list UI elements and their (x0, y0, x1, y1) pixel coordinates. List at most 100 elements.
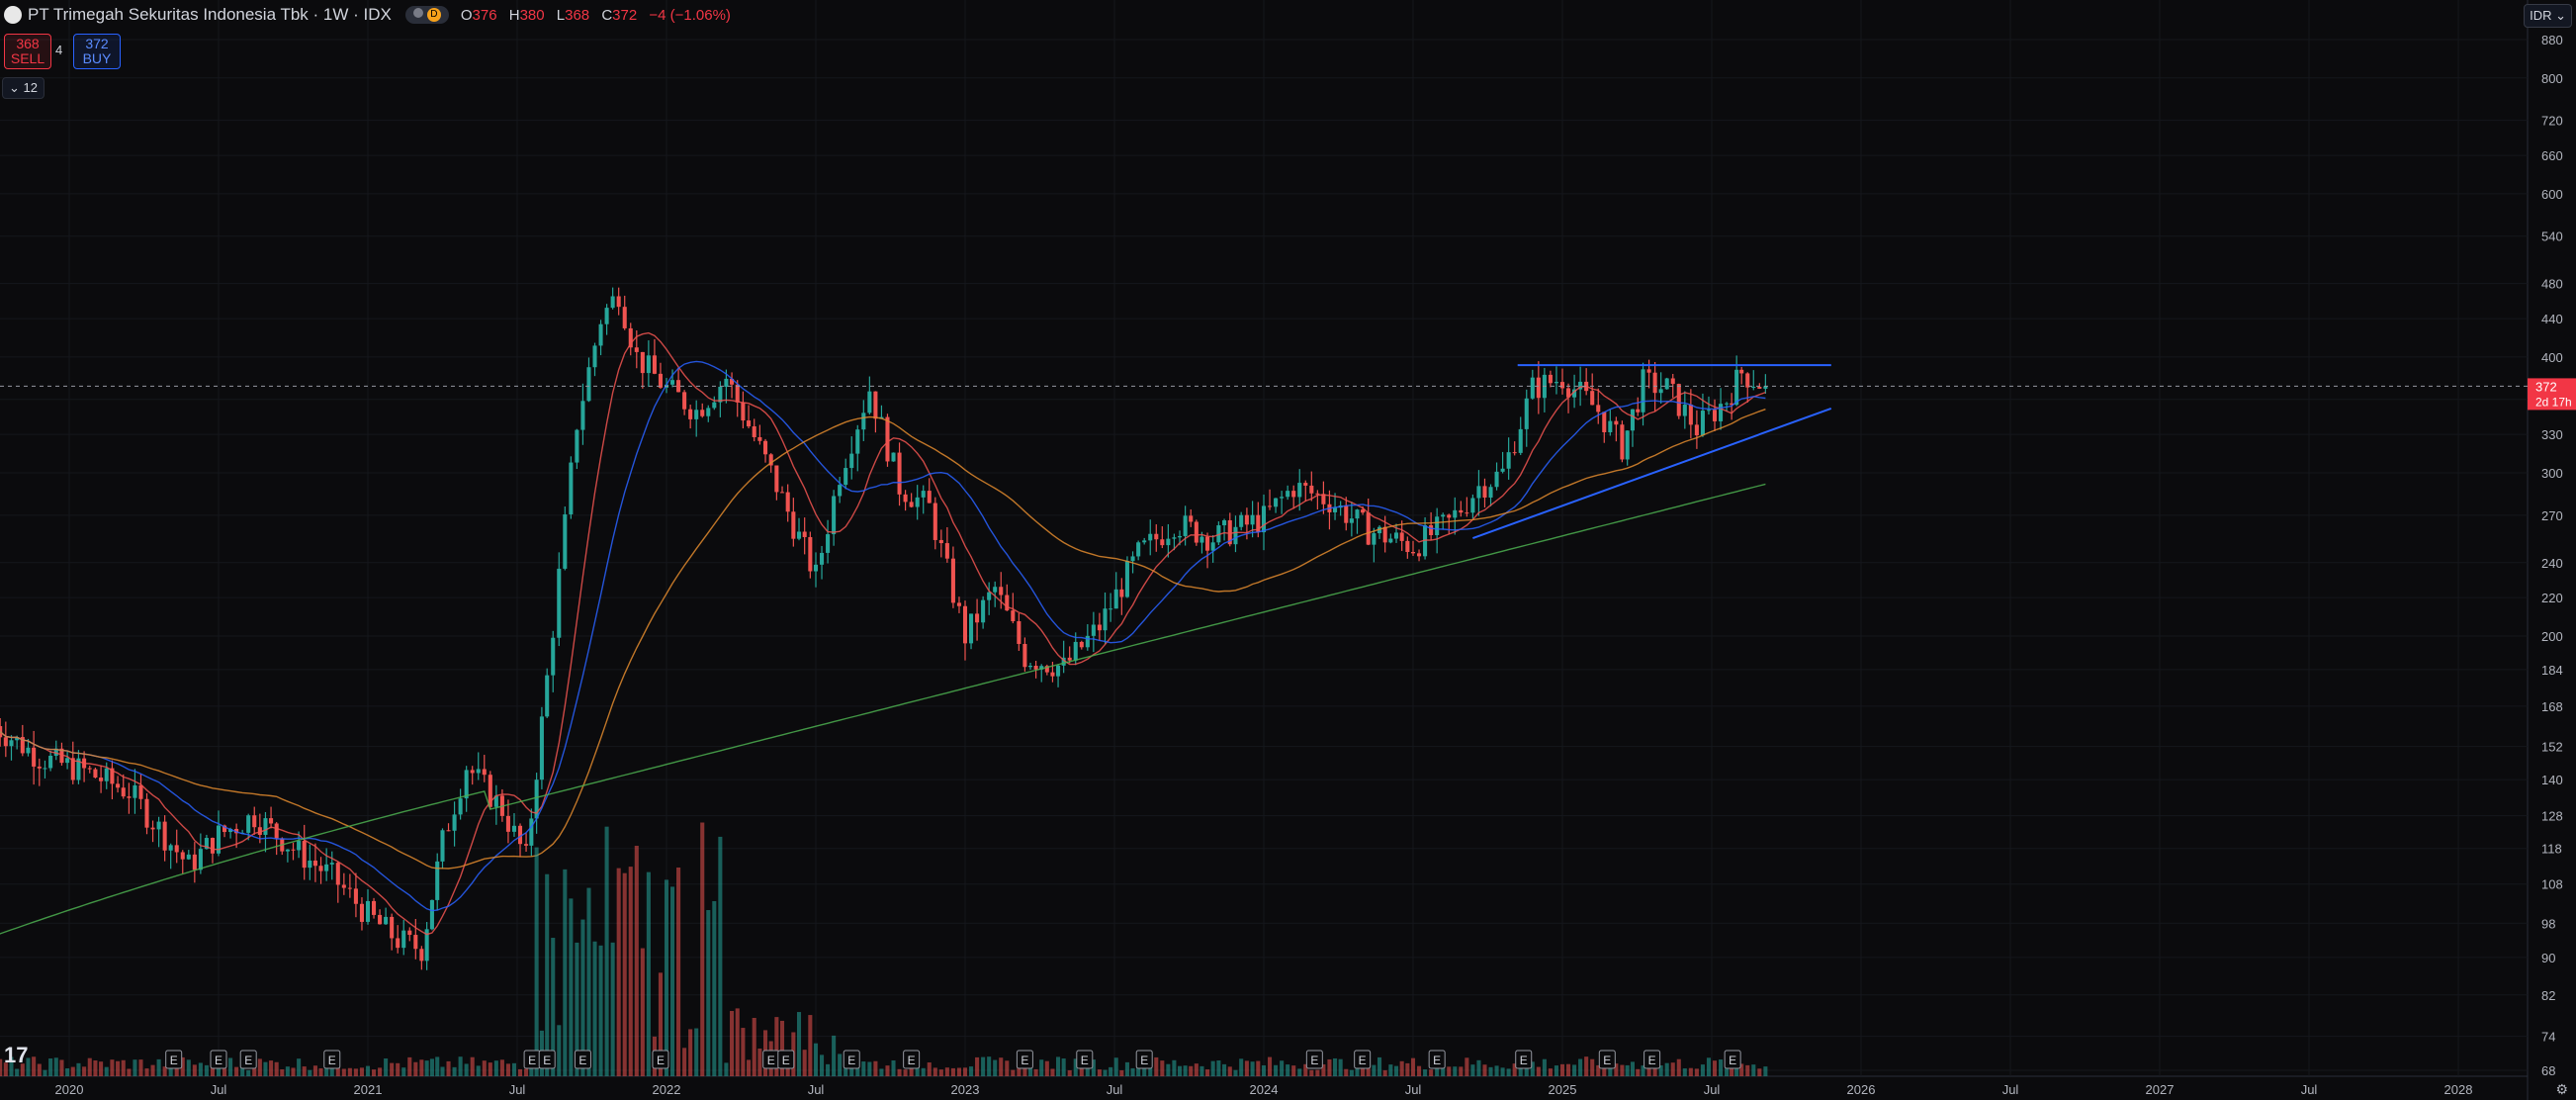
earnings-label: E (1520, 1054, 1528, 1067)
candle-body (938, 539, 943, 544)
candle-body (401, 930, 406, 949)
price-tick-label: 184 (2541, 663, 2563, 678)
candle-body (1189, 515, 1194, 522)
volume-bar (488, 1062, 492, 1076)
volume-bar (1751, 1064, 1756, 1076)
candle-body (1676, 384, 1681, 416)
volume-bar (676, 867, 681, 1076)
candle-body (1233, 526, 1238, 545)
volume-bar (1405, 1062, 1410, 1076)
earnings-marker (538, 1050, 556, 1069)
candle-body (763, 440, 768, 455)
candle-body (1417, 553, 1422, 557)
candle-body (440, 830, 445, 862)
volume-bar (104, 1066, 109, 1076)
candle-body (1476, 486, 1481, 499)
candle-body (1303, 483, 1308, 486)
gear-icon[interactable]: ⚙ (2555, 1081, 2568, 1097)
volume-bar (192, 1064, 197, 1076)
volume-bar (1338, 1058, 1343, 1076)
volume-bar (1641, 1065, 1645, 1076)
symbol-title[interactable]: PT Trimegah Sekuritas Indonesia Tbk · 1W… (28, 5, 392, 24)
volume-bar (269, 1060, 274, 1076)
volume-bar (879, 1068, 884, 1076)
volume-bar (1382, 1069, 1387, 1076)
candle-body (1405, 540, 1410, 553)
buy-button[interactable]: 372 BUY (73, 34, 121, 69)
candle-body (598, 323, 603, 346)
candle-body (1286, 491, 1290, 498)
volume-bar (180, 1056, 185, 1076)
volume-bar (1011, 1069, 1016, 1076)
volume-bar (580, 919, 585, 1076)
candle-body (569, 462, 574, 515)
candle-body (488, 775, 492, 807)
volume-bar (838, 1054, 843, 1076)
volume-bar (121, 1059, 126, 1076)
volume-bar (156, 1058, 161, 1076)
candle-body (1488, 487, 1493, 498)
earnings-marker (574, 1050, 591, 1069)
candle-body (15, 737, 20, 741)
volume-bar (1536, 1066, 1541, 1076)
candle-body (969, 613, 974, 644)
price-tick-label: 140 (2541, 773, 2563, 787)
candle-body (1056, 665, 1061, 677)
volume-bar (353, 1068, 358, 1076)
chart-header: PT Trimegah Sekuritas Indonesia Tbk · 1W… (0, 0, 739, 30)
candle-body (464, 770, 469, 799)
candle-body (378, 914, 383, 925)
candle-body (76, 758, 81, 780)
sell-button[interactable]: 368 SELL (4, 34, 51, 69)
volume-bar (435, 1056, 440, 1076)
volume-bar (1719, 1059, 1724, 1076)
volume-bar (1739, 1063, 1744, 1076)
volume-bar (987, 1056, 992, 1076)
candle-body (424, 929, 429, 962)
candle-body (747, 420, 752, 427)
candle-body (1614, 420, 1619, 425)
candle-body (1435, 516, 1440, 536)
candle-body (1148, 533, 1153, 541)
volume-bar (718, 836, 723, 1076)
candle-body (1658, 389, 1663, 394)
volume-bar (1712, 1060, 1718, 1076)
volume-bar (610, 942, 615, 1076)
candle-body (646, 355, 651, 374)
volume-bar (372, 1069, 377, 1076)
tradingview-logo-icon[interactable]: 17 (4, 1043, 29, 1067)
volume-bar (1027, 1067, 1033, 1076)
volume-bar (1309, 1069, 1314, 1076)
price-tick-label: 128 (2541, 809, 2563, 824)
volume-bar (384, 1058, 389, 1076)
candle-body (1536, 377, 1541, 399)
candle-body (1664, 378, 1669, 390)
time-tick-label: 2023 (951, 1082, 980, 1097)
earnings-label: E (782, 1054, 790, 1067)
volume-bar (670, 886, 675, 1076)
visibility-toggle[interactable]: D (404, 6, 449, 24)
high-label: H (508, 6, 520, 24)
volume-bar (1646, 1067, 1651, 1076)
candle-body (43, 768, 47, 770)
earnings-label: E (1359, 1054, 1367, 1067)
candle-body (1244, 514, 1249, 525)
candle-body (1091, 624, 1096, 636)
earnings-marker (1354, 1050, 1372, 1069)
price-tick-label: 300 (2541, 466, 2563, 481)
indicators-toggle[interactable]: ⌄ 12 (2, 77, 44, 99)
volume-bar (440, 1066, 445, 1076)
candle-body (885, 416, 890, 462)
earnings-marker (843, 1050, 860, 1069)
time-tick-label: Jul (2301, 1082, 2318, 1097)
candle-body (545, 675, 550, 717)
candle-body (48, 755, 53, 769)
candle-body (1602, 412, 1607, 433)
currency-selector[interactable]: IDR ⌄ (2524, 4, 2572, 28)
candle-body (1250, 514, 1255, 525)
candle-body (1309, 485, 1314, 494)
candle-body (1210, 542, 1215, 551)
candle-body (700, 410, 705, 416)
volume-bar (1124, 1061, 1129, 1076)
